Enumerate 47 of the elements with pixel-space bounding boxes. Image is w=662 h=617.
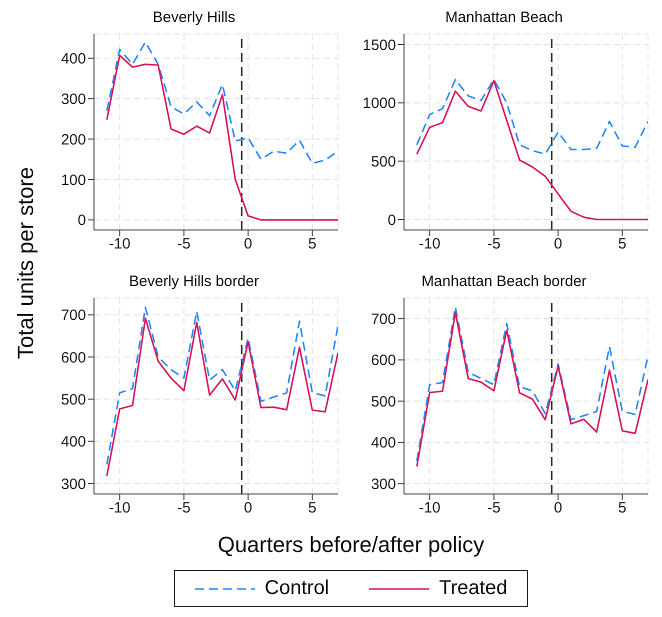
y-tick-label: 500 (370, 393, 396, 410)
y-tick-label: 0 (388, 212, 396, 229)
line-series (106, 41, 338, 164)
x-tick-label: 5 (618, 500, 626, 517)
y-tick-label: 300 (60, 90, 86, 108)
y-tick-label: 400 (60, 434, 86, 451)
x-tick-label: 0 (554, 500, 562, 517)
y-tick-label: 600 (60, 349, 86, 366)
x-tick-label: -5 (487, 236, 501, 253)
x-tick-label: -10 (108, 236, 131, 253)
x-tick-label: 5 (308, 500, 316, 517)
x-tick-label: -5 (487, 500, 501, 517)
x-tick-label: -10 (108, 500, 131, 517)
chart-title: Manhattan Beach (444, 8, 564, 28)
chart-title: Manhattan Beach border (420, 272, 588, 292)
y-tick-label: 300 (370, 476, 396, 494)
y-tick-label: 300 (60, 476, 86, 493)
y-tick-label: 500 (370, 153, 396, 170)
line-series (106, 54, 338, 221)
line-series (416, 80, 648, 220)
y-tick-label: 100 (60, 172, 86, 189)
x-tick-label: -10 (418, 236, 441, 253)
y-tick-label: 200 (60, 131, 86, 148)
x-tick-label: 0 (244, 500, 252, 517)
x-tick-label: 5 (308, 236, 316, 253)
y-tick-label: 1000 (362, 95, 396, 112)
y-tick-label: 700 (370, 310, 396, 328)
y-tick-label: 600 (370, 352, 396, 370)
line-series (416, 78, 648, 155)
y-axis-title: Total units per store (13, 167, 39, 359)
y-tick-label: 1500 (362, 36, 396, 54)
x-tick-label: -10 (418, 500, 441, 517)
y-tick-label: 0 (78, 212, 86, 230)
chart-title: Beverly Hills border (128, 272, 260, 292)
x-tick-label: 0 (244, 236, 252, 253)
chart-title: Beverly Hills (152, 8, 236, 28)
y-tick-label: 700 (60, 307, 86, 324)
y-tick-label: 400 (60, 50, 86, 68)
x-tick-label: 0 (554, 236, 562, 253)
x-axis-title: Quarters before/after policy (216, 532, 486, 558)
x-tick-label: -5 (177, 500, 191, 517)
legend-label: Treated (439, 577, 508, 600)
x-tick-label: -5 (177, 236, 191, 253)
y-tick-label: 400 (370, 434, 396, 452)
y-tick-label: 500 (60, 391, 86, 408)
legend-label: Control (264, 577, 330, 600)
x-tick-label: 5 (618, 236, 626, 253)
